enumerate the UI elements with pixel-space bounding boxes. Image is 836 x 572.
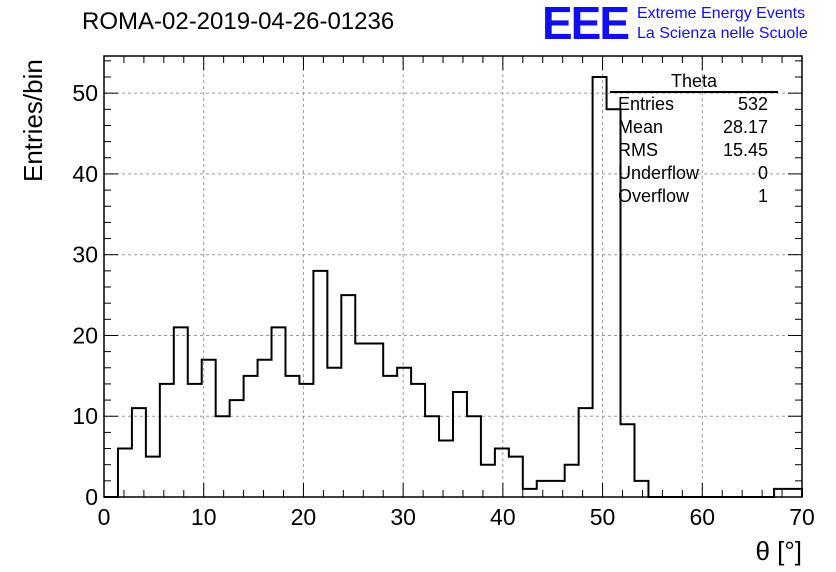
histogram-bin — [537, 481, 551, 497]
stats-value: 28.17 — [722, 117, 768, 137]
stats-label: Underflow — [618, 163, 700, 183]
histogram-bin — [593, 77, 607, 497]
y-tick-label: 40 — [72, 161, 98, 187]
logo-text-line1: Extreme Energy Events — [637, 5, 806, 22]
histogram-bin — [369, 344, 383, 497]
x-tick-label: 30 — [390, 504, 416, 530]
histogram-bin — [509, 457, 523, 497]
histogram-bin — [467, 416, 481, 497]
histogram-bin — [188, 384, 202, 497]
logo-text-line2: La Scienza nelle Scuole — [637, 25, 808, 42]
stats-label: Entries — [618, 94, 675, 114]
x-tick-label: 60 — [689, 504, 715, 530]
histogram-bin — [355, 344, 369, 497]
histogram-bin — [244, 376, 258, 497]
y-tick-label: 0 — [85, 484, 98, 510]
histogram-bin — [230, 400, 244, 497]
y-tick-label: 10 — [72, 403, 98, 429]
y-axis-label: Entries/bin — [18, 59, 48, 182]
histogram-bin — [621, 424, 635, 497]
stats-row-underflow: Underflow 0 — [610, 162, 778, 185]
stats-row-mean: Mean 28.17 — [610, 116, 778, 139]
plot-frame — [103, 55, 803, 498]
histogram-bin — [341, 295, 355, 497]
histogram-bin — [411, 384, 425, 497]
histogram-bin — [272, 327, 286, 497]
histogram-series — [104, 76, 803, 498]
y-tick-label: 50 — [72, 80, 98, 106]
histogram-bin — [397, 368, 411, 497]
histogram-bin — [146, 457, 160, 497]
chart-title: ROMA-02-2019-04-26-01236 — [82, 8, 395, 35]
stats-value: 0 — [757, 163, 768, 183]
eee-logo: EEE — [542, 0, 630, 49]
histogram-bin — [439, 440, 453, 497]
stats-box: Theta Entries 532 Mean 28.17 RMS 15.45 U… — [610, 71, 778, 208]
histogram-bin — [523, 489, 537, 497]
stats-row-entries: Entries 532 — [610, 93, 778, 116]
histogram-bin — [285, 376, 299, 497]
histogram-bin — [132, 408, 146, 497]
x-tick-label: 70 — [789, 504, 815, 530]
stats-value: 532 — [737, 94, 768, 114]
stats-label: Mean — [618, 117, 664, 137]
stats-value: 1 — [757, 186, 768, 206]
stats-row-overflow: Overflow 1 — [610, 185, 778, 208]
histogram-bin — [160, 384, 174, 497]
histogram-bin — [258, 360, 272, 497]
x-axis-label: θ [°] — [755, 536, 802, 566]
histogram-bin — [634, 481, 648, 497]
stats-label: Overflow — [618, 186, 690, 206]
stats-box-title: Theta — [610, 71, 778, 93]
histogram-bin — [495, 449, 509, 497]
histogram-bin — [313, 271, 327, 497]
y-tick-label: 20 — [72, 322, 98, 348]
x-tick-label: 20 — [291, 504, 317, 530]
histogram-bin — [565, 465, 579, 497]
histogram-bin — [118, 449, 132, 497]
histogram-bin — [299, 384, 313, 497]
stats-value: 15.45 — [722, 140, 768, 160]
x-tick-label: 10 — [191, 504, 217, 530]
x-tick-label: 40 — [490, 504, 516, 530]
x-tick-label: 0 — [98, 504, 111, 530]
histogram-bin — [174, 327, 188, 497]
histogram-bin — [453, 392, 467, 497]
histogram-bin — [216, 416, 230, 497]
histogram-bin — [425, 416, 439, 497]
stats-row-rms: RMS 15.45 — [610, 139, 778, 162]
histogram-bin — [579, 408, 593, 497]
y-tick-label: 30 — [72, 242, 98, 268]
stats-label: RMS — [618, 140, 658, 160]
histogram-bin — [774, 489, 788, 497]
histogram-bin — [383, 376, 397, 497]
histogram-bin — [327, 368, 341, 497]
histogram-bin — [788, 489, 802, 497]
x-tick-label: 50 — [590, 504, 616, 530]
